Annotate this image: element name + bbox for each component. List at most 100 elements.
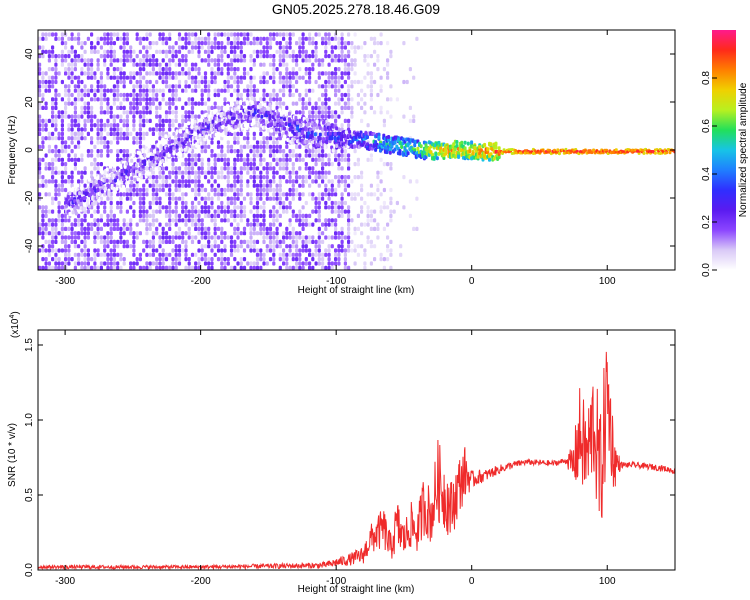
heatmap-cell xyxy=(216,196,221,201)
heatmap-cell xyxy=(210,58,214,63)
heatmap-cell xyxy=(184,32,188,37)
heatmap-cell xyxy=(77,88,81,93)
heatmap-cell xyxy=(246,131,250,136)
heatmap-cell xyxy=(109,75,113,80)
heatmap-cell xyxy=(255,41,260,46)
heatmap-cell xyxy=(366,205,370,210)
heatmap-cell xyxy=(70,170,74,175)
heatmap-cell xyxy=(340,196,344,201)
heatmap-cell xyxy=(148,62,152,67)
heatmap-cell xyxy=(249,32,253,37)
heatmap-ridge-cell xyxy=(343,133,347,138)
heatmap-cell xyxy=(80,218,84,223)
heatmap-cell xyxy=(41,183,45,188)
heatmap-cell xyxy=(164,179,169,184)
heatmap-cell xyxy=(148,222,152,227)
heatmap-cell xyxy=(106,261,110,266)
heatmap-cell xyxy=(60,222,64,227)
heatmap-cell xyxy=(155,114,159,119)
heatmap-ridge-cell xyxy=(276,118,280,123)
heatmap-cell xyxy=(220,149,224,154)
heatmap-cell xyxy=(314,101,318,106)
heatmap-cell xyxy=(132,118,136,123)
heatmap-cell xyxy=(337,244,341,249)
heatmap-cell xyxy=(151,187,155,193)
heatmap-cell xyxy=(64,114,68,119)
heatmap-cell xyxy=(223,101,227,106)
heatmap-cell xyxy=(70,226,74,231)
heatmap-ridge-cell xyxy=(300,131,304,136)
heatmap-cell xyxy=(366,54,370,59)
heatmap-cell xyxy=(47,244,51,249)
heatmap-cell xyxy=(93,252,97,257)
heatmap-cell xyxy=(177,226,182,231)
heatmap-cell xyxy=(194,196,198,201)
heatmap-cell xyxy=(288,153,292,158)
heatmap-cell xyxy=(314,218,318,223)
heatmap-cell xyxy=(203,213,208,218)
heatmap-cell xyxy=(265,140,269,145)
heatmap-cell xyxy=(252,75,256,80)
heatmap-ridge-cell xyxy=(232,116,236,121)
heatmap-cell xyxy=(177,235,182,240)
heatmap-cell xyxy=(324,205,328,210)
heatmap-cell xyxy=(308,166,312,171)
heatmap-cell xyxy=(249,239,253,244)
heatmap-cell xyxy=(334,32,338,37)
heatmap-cell xyxy=(239,149,243,154)
heatmap-cell xyxy=(213,239,217,244)
heatmap-cell xyxy=(369,71,373,76)
heatmap-cell xyxy=(80,248,84,253)
heatmap-ridge-cell xyxy=(170,139,174,144)
heatmap-cell xyxy=(106,54,110,59)
heatmap-cell xyxy=(340,231,344,236)
heatmap-cell xyxy=(203,261,208,266)
heatmap-cell xyxy=(129,75,133,80)
heatmap-cell xyxy=(275,239,279,244)
heatmap-cell xyxy=(373,79,377,85)
heatmap-cell xyxy=(386,71,390,76)
heatmap-cell xyxy=(285,244,289,249)
heatmap-cell xyxy=(47,166,51,171)
heatmap-cell xyxy=(282,49,286,54)
heatmap-cell xyxy=(268,136,273,141)
heatmap-cell xyxy=(343,41,347,46)
heatmap-cell xyxy=(308,235,312,240)
heatmap-cell xyxy=(402,41,406,46)
heatmap-cell xyxy=(38,144,42,149)
heatmap-cell xyxy=(379,257,383,262)
heatmap-cell xyxy=(103,140,107,145)
heatmap-cell xyxy=(256,270,259,274)
heatmap-cell xyxy=(116,261,120,266)
heatmap-cell xyxy=(288,32,292,37)
heatmap-cell xyxy=(207,261,211,266)
heatmap-cell xyxy=(109,110,113,115)
heatmap-cell xyxy=(317,110,321,115)
heatmap-cell xyxy=(57,170,61,175)
heatmap-cell xyxy=(197,200,201,206)
heatmap-cell xyxy=(77,136,81,141)
heatmap-cell xyxy=(285,79,289,85)
heatmap-cell xyxy=(321,157,325,162)
heatmap-cell xyxy=(148,252,152,257)
heatmap-cell xyxy=(83,170,87,175)
heatmap-cell xyxy=(44,136,48,141)
heatmap-cell xyxy=(301,179,305,184)
heatmap-cell xyxy=(73,97,77,102)
heatmap-cell xyxy=(119,58,123,63)
heatmap-cell xyxy=(54,235,58,240)
heatmap-cell xyxy=(142,67,146,72)
heatmap-cell xyxy=(187,179,191,184)
heatmap-cell xyxy=(272,75,276,80)
heatmap-cell xyxy=(138,92,142,98)
heatmap-cell xyxy=(194,75,198,80)
heatmap-cell xyxy=(301,239,305,244)
heatmap-cell xyxy=(109,105,113,110)
heatmap-ridge-cell xyxy=(235,119,239,124)
heatmap-cell xyxy=(213,32,217,37)
heatmap-cell xyxy=(285,84,289,89)
heatmap-cell xyxy=(207,79,211,85)
heatmap-cell xyxy=(168,58,172,63)
heatmap-cell xyxy=(142,209,146,214)
heatmap-cell xyxy=(190,41,195,46)
